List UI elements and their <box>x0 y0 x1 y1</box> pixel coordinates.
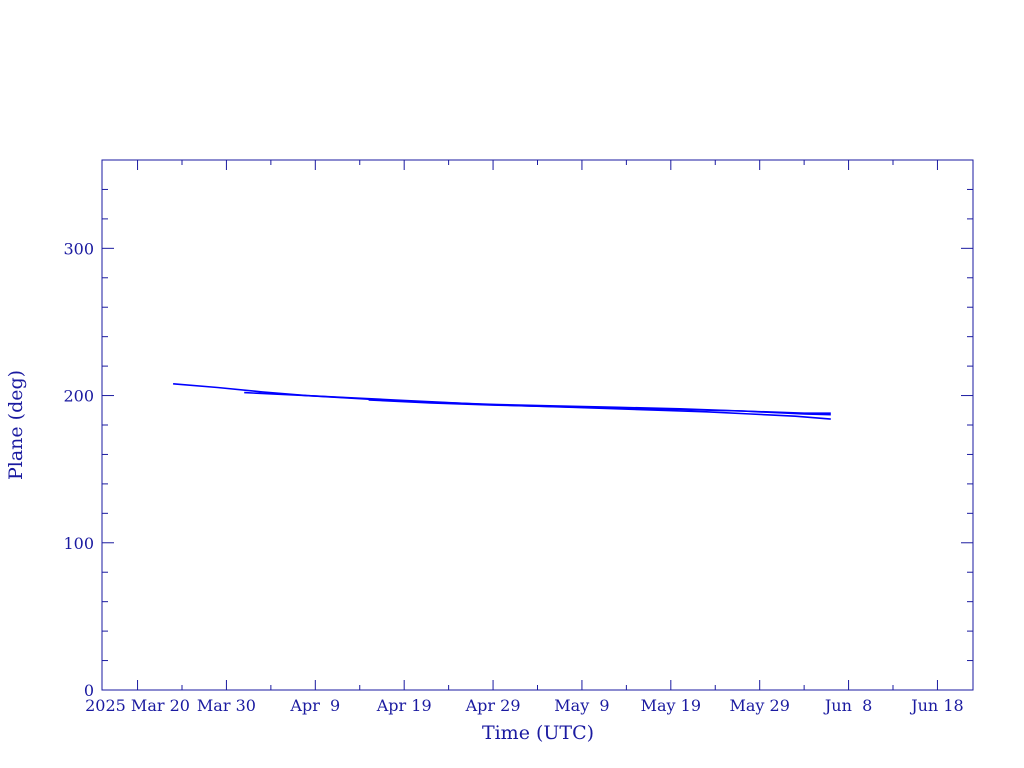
y-tick-label: 100 <box>63 534 94 553</box>
x-tick-label: May 19 <box>641 696 701 715</box>
x-tick-label: Apr 9 <box>289 696 340 715</box>
x-axis-tick-labels: 2025 Mar 20 Mar 30 Apr 9 Apr 19 Apr 29 May 9 M… <box>85 696 964 715</box>
x-axis-title: Time (UTC) <box>482 722 594 744</box>
x-tick-label: May 29 <box>729 696 789 715</box>
x-tick-label: Mar 30 <box>197 696 256 715</box>
x-tick-label: 2025 Mar 20 <box>85 696 190 715</box>
x-axis-ticks <box>137 160 938 690</box>
series-line-1 <box>173 383 831 420</box>
plot-frame <box>101 159 974 691</box>
series-line-3 <box>368 399 831 415</box>
x-tick-label: May 9 <box>554 696 609 715</box>
y-tick-label: 300 <box>63 239 94 258</box>
y-tick-label: 200 <box>63 387 94 406</box>
x-tick-label: Jun 8 <box>823 696 872 715</box>
y-axis-ticks <box>102 159 973 691</box>
x-tick-label: Apr 19 <box>376 696 432 715</box>
y-axis-title: Plane (deg) <box>5 370 27 480</box>
x-tick-label: Jun 18 <box>909 696 963 715</box>
series-lines <box>173 383 831 420</box>
y-tick-label: 0 <box>84 681 94 700</box>
x-tick-label: Apr 29 <box>465 696 521 715</box>
y-axis-tick-labels: 0 100 200 300 <box>63 239 94 700</box>
